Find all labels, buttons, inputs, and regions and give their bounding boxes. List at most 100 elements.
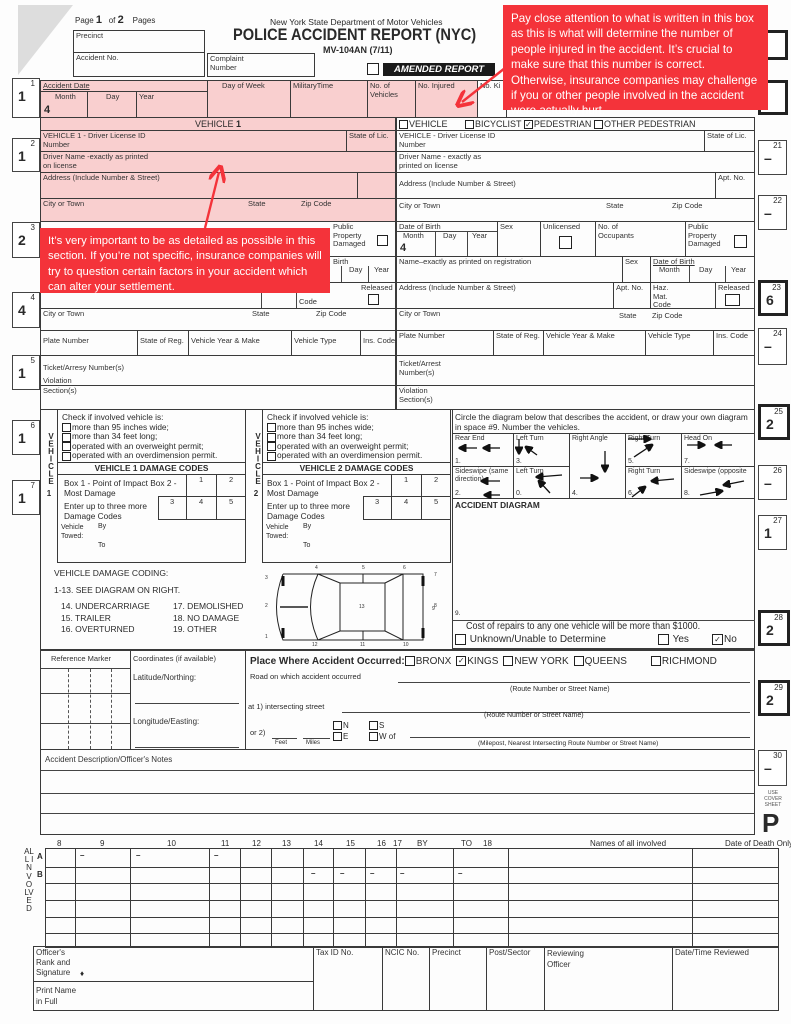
side-box-27[interactable]: 27 1 [758, 515, 787, 550]
check-wide[interactable]: more than 95 inches wide; [267, 422, 422, 433]
involved-cell[interactable] [303, 883, 334, 901]
involved-cell[interactable] [75, 917, 131, 934]
v2-ins-code-field[interactable]: Ins. Code [713, 330, 755, 356]
borough-option-bronx[interactable]: BRONX [404, 656, 451, 667]
v2-damage-box-5[interactable]: 5 [421, 496, 451, 520]
involved-cell[interactable] [692, 917, 779, 934]
check-overweight[interactable]: operated with an overweight permit; [267, 441, 422, 452]
involved-cell[interactable] [303, 917, 334, 934]
v2-reg-dob-field[interactable]: Date of Birth Month Day Year [650, 256, 755, 283]
cost-yes-option[interactable]: Yes [658, 634, 689, 646]
involved-cell[interactable] [692, 900, 779, 918]
v2-public-property-field[interactable]: Public Property Damaged [685, 221, 755, 257]
involved-cell[interactable] [508, 900, 693, 918]
no-of-vehicles-field[interactable]: No. of Vehicles [367, 80, 416, 118]
v1-vehicle-type-field[interactable]: Vehicle Type [291, 330, 361, 356]
v2-year-make-field[interactable]: Vehicle Year & Make [543, 330, 646, 356]
accident-type-option[interactable]: Sideswipe (opposite 8. [681, 466, 755, 499]
involved-cell[interactable] [508, 883, 693, 901]
v1-license-field[interactable]: VEHICLE 1 - Driver License ID Number [40, 130, 347, 152]
involved-cell[interactable] [365, 883, 397, 901]
intersecting-street-line[interactable] [342, 712, 750, 713]
v2-reg-apt-field[interactable]: Apt. No. [613, 282, 651, 309]
v1-state-of-lic-field[interactable]: State of Lic. [346, 130, 396, 152]
v2-sex-field[interactable]: Sex [497, 221, 541, 257]
involved-cell[interactable] [45, 917, 76, 934]
involved-cell[interactable] [130, 883, 210, 901]
side-box-28[interactable]: 28 2 [758, 610, 790, 646]
complaint-number-field[interactable]: Complaint Number [207, 53, 315, 77]
v2-haz-mat-field[interactable]: Haz. Mat. Code [650, 282, 716, 309]
involved-cell[interactable] [453, 900, 509, 918]
v2-city-row[interactable]: City or Town State Zip Code [396, 198, 755, 222]
involved-cell[interactable] [45, 867, 76, 884]
involved-cell[interactable] [240, 883, 272, 901]
involved-cell[interactable] [240, 917, 272, 934]
involved-cell[interactable] [365, 900, 397, 918]
v2-apt-field[interactable]: Apt. No. [715, 172, 755, 199]
involved-cell[interactable] [365, 917, 397, 934]
involved-cell[interactable] [240, 867, 272, 884]
involved-cell[interactable] [303, 867, 334, 884]
v1-ticket-field[interactable]: Ticket/Arresy Number(s) Violation [40, 355, 396, 386]
officer-print-name-field[interactable]: Print Name in Full [33, 981, 314, 1011]
involved-cell[interactable] [130, 900, 210, 918]
involved-cell[interactable] [75, 883, 131, 901]
check-long[interactable]: more than 34 feet long; [267, 431, 422, 442]
v2-ticket-field[interactable]: Ticket/Arrest Number(s) [396, 355, 755, 386]
v2-damage-box-2[interactable]: 2 [421, 474, 451, 497]
side-box-26[interactable]: 26– [758, 465, 787, 500]
precinct-field[interactable]: Precinct [73, 30, 205, 53]
accident-no-field[interactable]: Accident No. [73, 52, 205, 77]
accident-month-field[interactable]: Month 4 [40, 91, 88, 118]
involved-cell[interactable] [209, 900, 241, 918]
borough-option-new-york[interactable]: NEW YORK [503, 656, 569, 667]
v2-state-reg-field[interactable]: State of Reg. [493, 330, 544, 356]
v2-license-field[interactable]: VEHICLE - Driver License ID Number [396, 130, 705, 152]
involved-cell[interactable] [453, 883, 509, 901]
involved-cell[interactable] [396, 848, 454, 868]
option-pedestrian[interactable]: ✓ PEDESTRIAN [523, 119, 592, 130]
involved-cell[interactable] [271, 900, 304, 918]
reviewing-officer-field[interactable]: Reviewing Officer [544, 946, 673, 1011]
involved-cell[interactable] [692, 933, 779, 948]
check-wide[interactable]: more than 95 inches wide; [62, 422, 217, 433]
side-box-30[interactable]: 30– [758, 750, 787, 786]
v2-reg-name-field[interactable]: Name–exactly as printed on registration [396, 256, 623, 283]
v1-ins-code-field[interactable]: Ins. Code [360, 330, 396, 356]
involved-cell[interactable] [271, 883, 304, 901]
option-other-pedestrian[interactable]: OTHER PEDESTRIAN [593, 119, 695, 130]
involved-cell[interactable] [271, 867, 304, 884]
involved-cell[interactable] [303, 848, 334, 868]
reference-marker-field[interactable]: Reference Marker [40, 650, 131, 750]
v1-driver-name-field[interactable]: Driver Name -exactly as printed on licen… [40, 151, 396, 173]
check-overdimension[interactable]: operated with an overdimension permit. [62, 451, 217, 461]
v2-dob-field[interactable]: Date of Birth Month Day Year 4 [396, 221, 498, 257]
involved-cell[interactable] [240, 848, 272, 868]
tax-id-field[interactable]: Tax ID No. [313, 946, 383, 1011]
cost-no-option[interactable]: ✓ No [712, 634, 737, 646]
check-long[interactable]: more than 34 feet long; [62, 431, 217, 442]
involved-cell[interactable] [692, 848, 779, 868]
v2-released-field[interactable]: Released [715, 282, 755, 309]
v1-city-row[interactable]: City or Town State Zip Code [40, 198, 396, 222]
involved-cell[interactable] [333, 848, 366, 868]
side-box-24[interactable]: 24– [758, 328, 787, 365]
involved-cell[interactable] [365, 848, 397, 868]
involved-cell[interactable] [209, 883, 241, 901]
side-box-29[interactable]: 29 2 [758, 680, 790, 716]
option-bicyclist[interactable]: BICYCLIST [465, 119, 521, 130]
involved-cell[interactable] [508, 848, 693, 868]
involved-cell[interactable] [209, 917, 241, 934]
involved-cell[interactable] [240, 900, 272, 918]
v2-damage-box-4[interactable]: 4 [391, 496, 422, 520]
v1-reg-city-row[interactable]: City or Town State Zip Code [40, 308, 396, 331]
side-box-23[interactable]: 23 6 [758, 280, 788, 316]
v2-reg-city-row[interactable]: City or Town State Zip Code [396, 308, 755, 331]
precinct-officer-field[interactable]: Precinct [429, 946, 487, 1011]
v1-damage-box-5[interactable]: 5 [216, 496, 246, 520]
involved-cell[interactable] [692, 867, 779, 884]
